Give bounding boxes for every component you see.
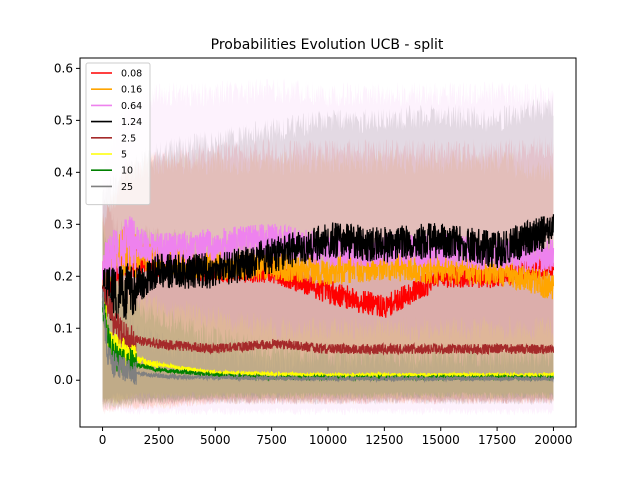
legend-label-5: 5 [121, 150, 127, 161]
y-tick-label: 0.3 [54, 217, 73, 231]
y-tick-label: 0.0 [54, 373, 73, 387]
x-tick-label: 12500 [365, 433, 403, 447]
legend-box [85, 62, 151, 206]
x-tick-label: 5000 [200, 433, 231, 447]
legend-label-25: 25 [121, 182, 133, 193]
y-tick-label: 0.2 [54, 269, 73, 283]
y-tick-label: 0.6 [54, 61, 73, 75]
band-10 [102, 215, 554, 410]
x-tick-label: 10000 [309, 433, 347, 447]
y-tick-label: 0.1 [54, 321, 73, 335]
legend-label-0_08: 0.08 [121, 69, 142, 80]
y-tick-label: 0.5 [54, 113, 73, 127]
legend-label-0_64: 0.64 [121, 101, 142, 112]
x-tick-label: 2500 [144, 433, 175, 447]
axes-layer: 0 2500 5000 7500 10000 12500 15000 17500 20000 0.… [54, 57, 577, 447]
band-5 [102, 216, 554, 405]
legend-label-10: 10 [121, 166, 133, 177]
series-line-0_16 [101, 226, 555, 300]
lines-layer [101, 214, 555, 385]
y-tick-label: 0.4 [54, 165, 73, 179]
legend-label-0_16: 0.16 [121, 85, 142, 96]
band-25 [102, 214, 554, 405]
chart-title: Probabilities Evolution UCB - split [211, 37, 444, 53]
x-tick-label: 7500 [256, 433, 287, 447]
x-tick-label: 0 [99, 433, 107, 447]
legend-label-2_5: 2.5 [121, 133, 136, 144]
x-tick-label: 20000 [534, 433, 572, 447]
x-tick-label: 17500 [478, 433, 516, 447]
legend-label-1_24: 1.24 [121, 117, 142, 128]
series-line-2_5 [101, 286, 555, 356]
series-line-25 [101, 289, 555, 385]
legend: 0.08 0.16 0.64 1.24 2.5 5 10 25 [85, 62, 151, 206]
x-tick-label: 15000 [422, 433, 460, 447]
series-line-1_24 [101, 214, 555, 321]
